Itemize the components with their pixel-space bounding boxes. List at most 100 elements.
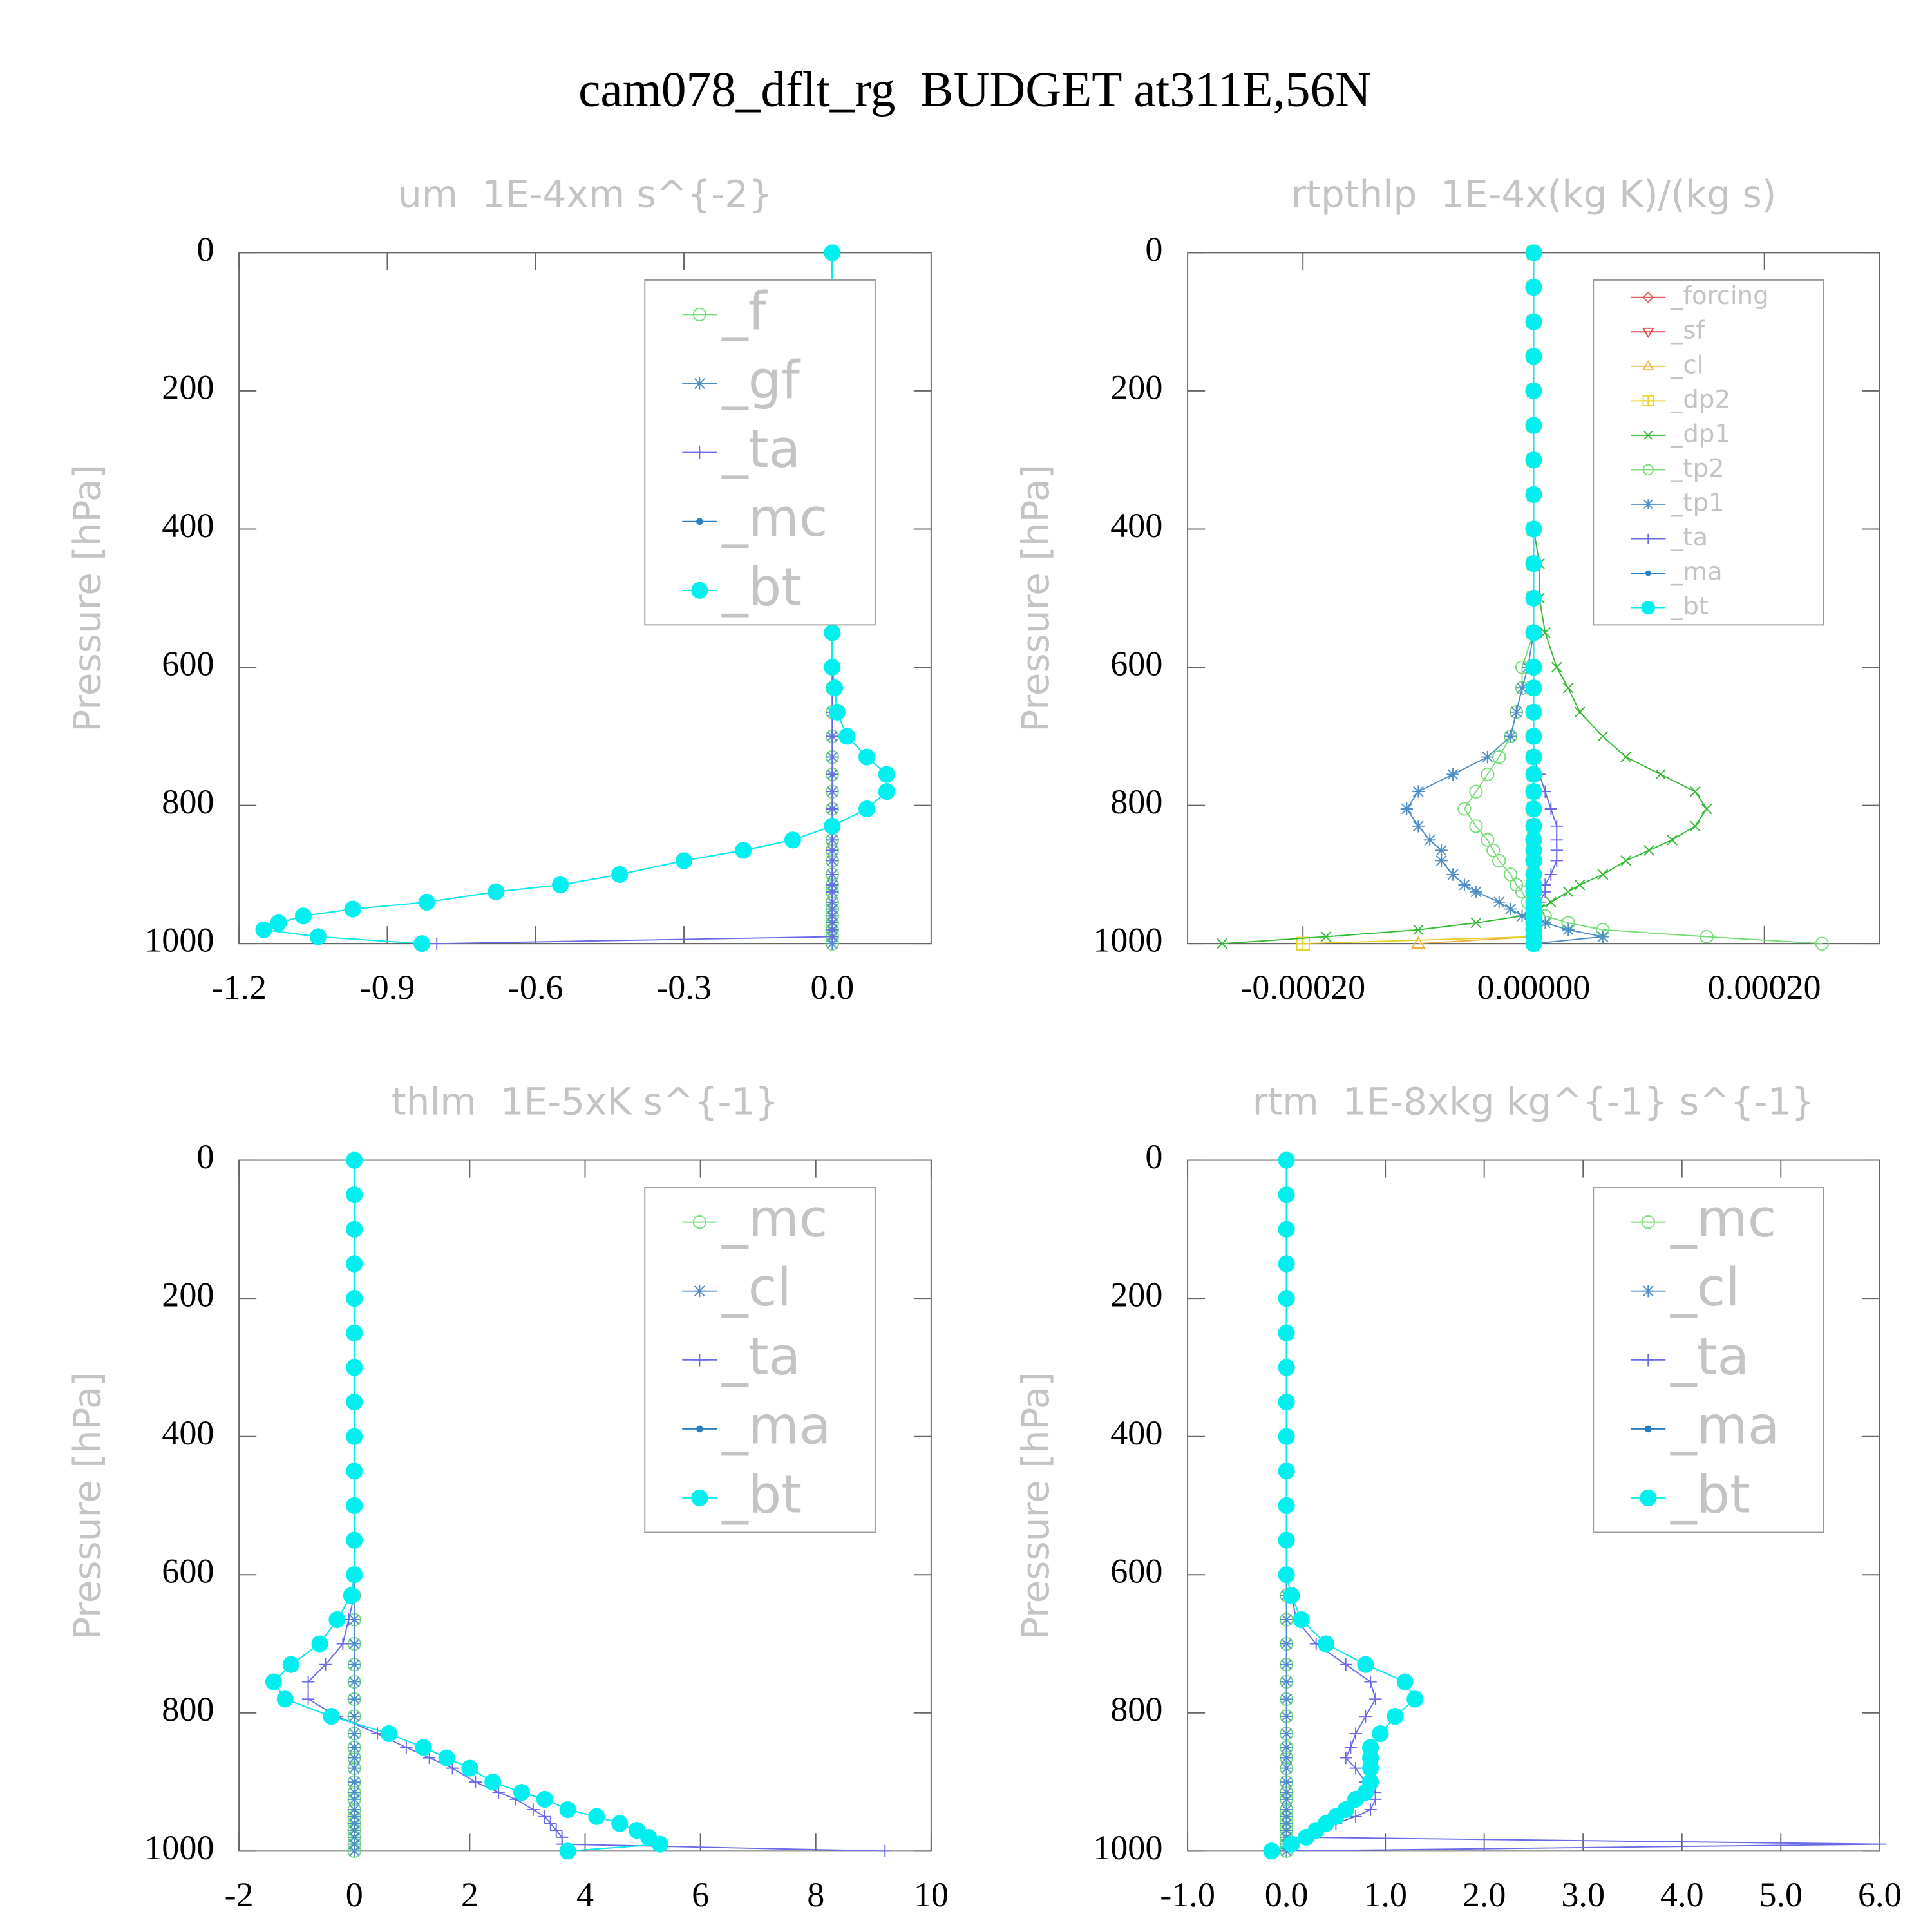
marker xyxy=(1525,382,1542,400)
marker xyxy=(1701,803,1712,815)
marker xyxy=(1369,1692,1382,1706)
marker xyxy=(1372,1725,1389,1743)
marker xyxy=(1278,1220,1295,1238)
legend-label: _mc xyxy=(721,1189,828,1249)
marker xyxy=(1340,1751,1352,1765)
marker xyxy=(1278,1324,1295,1341)
marker xyxy=(323,1708,340,1725)
legend-marker xyxy=(691,582,708,599)
marker xyxy=(1492,853,1506,868)
x-tick-label: 0 xyxy=(346,1875,363,1914)
marker xyxy=(1525,624,1542,641)
marker xyxy=(611,1815,629,1832)
marker xyxy=(1815,936,1829,951)
marker xyxy=(1525,935,1542,952)
marker xyxy=(1280,1803,1293,1816)
marker xyxy=(1280,1824,1293,1837)
y-tick-label: 200 xyxy=(162,1276,214,1314)
marker xyxy=(1525,589,1542,607)
marker xyxy=(1525,417,1542,434)
legend-label: _f xyxy=(721,281,768,342)
marker xyxy=(1280,1710,1293,1723)
marker xyxy=(348,1793,361,1806)
legend-marker xyxy=(1641,1215,1655,1229)
marker xyxy=(1504,730,1517,743)
marker xyxy=(346,1393,363,1411)
marker xyxy=(346,1290,363,1307)
marker xyxy=(1525,486,1542,503)
x-tick-label: 4.0 xyxy=(1660,1875,1704,1914)
legend-label: _bt xyxy=(1670,1464,1750,1525)
legend-marker xyxy=(1640,1489,1657,1507)
marker xyxy=(1544,802,1557,815)
marker xyxy=(380,1725,398,1743)
marker xyxy=(1280,1637,1293,1651)
marker xyxy=(1280,1776,1293,1788)
legend-marker xyxy=(1644,1425,1652,1433)
marker xyxy=(1525,520,1542,538)
marker xyxy=(309,928,327,945)
marker xyxy=(544,1817,557,1830)
marker xyxy=(348,1844,361,1858)
x-tick-label: 5.0 xyxy=(1759,1875,1803,1914)
x-tick-label: 6 xyxy=(692,1875,709,1914)
marker xyxy=(1562,923,1575,936)
x-tick-label: 1.0 xyxy=(1363,1875,1407,1914)
x-tick-label: -0.6 xyxy=(508,968,564,1007)
marker xyxy=(348,1817,361,1830)
marker xyxy=(1412,785,1425,798)
x-tick-label: 2 xyxy=(461,1875,478,1914)
marker xyxy=(1280,1727,1293,1740)
marker xyxy=(423,1751,436,1765)
marker xyxy=(1412,820,1425,833)
marker xyxy=(513,1784,531,1801)
legend-marker xyxy=(1642,291,1654,303)
marker xyxy=(1280,1692,1293,1706)
marker xyxy=(1525,313,1542,330)
y-tick-label: 400 xyxy=(162,506,214,545)
marker xyxy=(824,817,841,835)
legend-marker xyxy=(1643,499,1654,509)
x-tick-label: 0.00000 xyxy=(1477,968,1591,1007)
marker xyxy=(527,1803,540,1816)
marker xyxy=(328,1611,346,1629)
marker xyxy=(1481,750,1494,764)
marker xyxy=(1620,752,1632,762)
marker xyxy=(1278,1393,1295,1411)
legend-marker xyxy=(1642,1285,1654,1298)
marker xyxy=(1481,833,1495,847)
marker xyxy=(826,937,839,950)
marker xyxy=(1596,930,1609,943)
legend-label: _mc xyxy=(1670,1189,1776,1249)
marker xyxy=(348,1692,361,1706)
marker xyxy=(1574,879,1586,891)
marker xyxy=(1486,843,1501,858)
legend-box xyxy=(1593,279,1824,626)
legend-marker xyxy=(696,1425,703,1433)
y-axis-label: Pressure [hPa] xyxy=(1014,1372,1057,1640)
marker xyxy=(1689,786,1701,797)
x-tick-label: 6.0 xyxy=(1858,1875,1902,1914)
marker xyxy=(1387,1708,1404,1725)
legend-marker xyxy=(693,446,706,459)
marker xyxy=(1410,936,1426,949)
marker xyxy=(438,1749,455,1766)
marker xyxy=(294,907,312,925)
marker xyxy=(1423,833,1436,846)
plot-frame xyxy=(238,252,932,945)
legend-label: _cl xyxy=(721,1258,791,1318)
x-tick-label: 2.0 xyxy=(1463,1875,1506,1914)
marker xyxy=(1347,1790,1365,1808)
legend-label: _ta xyxy=(1670,1327,1749,1387)
marker xyxy=(1481,767,1495,781)
marker xyxy=(348,1837,361,1851)
marker xyxy=(348,1710,361,1723)
marker xyxy=(1340,1658,1352,1671)
marker xyxy=(348,1803,361,1816)
marker xyxy=(826,750,839,764)
legend-label: _forcing xyxy=(1670,281,1769,310)
marker xyxy=(1525,679,1542,697)
marker xyxy=(1493,896,1506,909)
legend-label: _dp1 xyxy=(1670,419,1730,448)
marker xyxy=(1406,1690,1424,1708)
